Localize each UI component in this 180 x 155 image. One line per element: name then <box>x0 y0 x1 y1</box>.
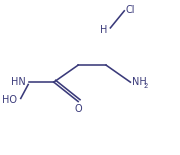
Text: HO: HO <box>2 95 17 105</box>
Text: HN: HN <box>11 77 26 87</box>
Text: Cl: Cl <box>125 5 135 15</box>
Text: NH: NH <box>132 77 147 87</box>
Text: 2: 2 <box>144 83 148 89</box>
Text: H: H <box>100 25 108 35</box>
Text: O: O <box>74 104 82 114</box>
